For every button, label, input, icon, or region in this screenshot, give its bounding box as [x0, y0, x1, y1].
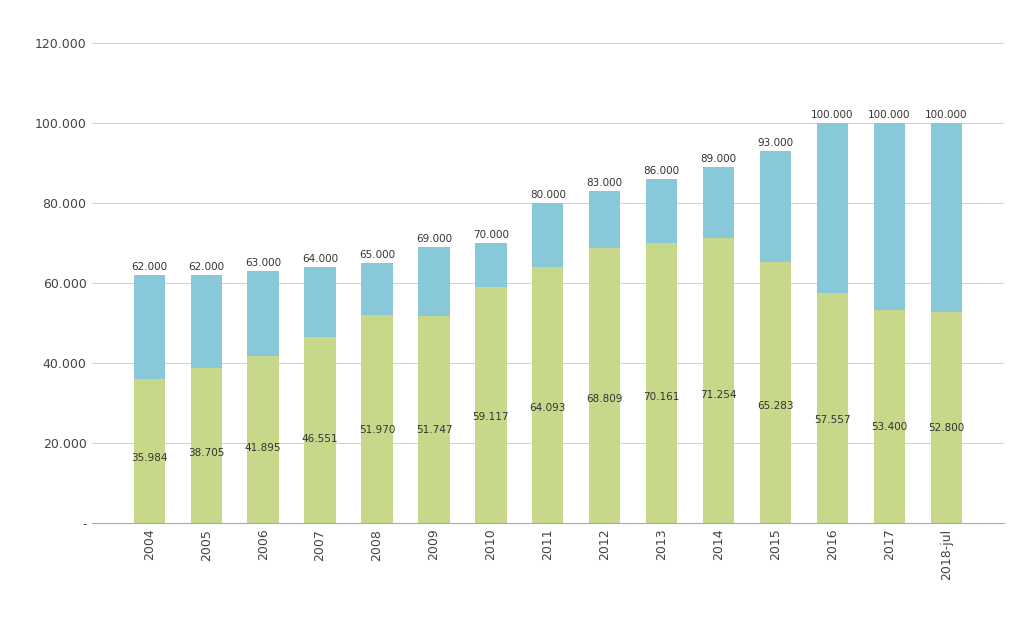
Text: 83.000: 83.000 [587, 178, 623, 188]
Bar [646, 242, 678, 523]
Text: 71.254: 71.254 [700, 390, 737, 400]
Bar [760, 151, 792, 262]
Text: 63.000: 63.000 [245, 258, 282, 268]
Bar [589, 191, 621, 248]
Text: 100.000: 100.000 [868, 110, 910, 120]
Text: 65.000: 65.000 [359, 250, 395, 260]
Bar [532, 267, 563, 523]
Text: 89.000: 89.000 [700, 154, 736, 164]
Text: 93.000: 93.000 [758, 138, 794, 148]
Bar [931, 312, 963, 523]
Bar [817, 293, 848, 523]
Text: 51.747: 51.747 [416, 425, 453, 435]
Bar [760, 262, 792, 523]
Text: 100.000: 100.000 [926, 110, 968, 120]
Bar [589, 248, 621, 523]
Text: 46.551: 46.551 [302, 434, 338, 444]
Text: 68.809: 68.809 [587, 394, 623, 404]
Bar [817, 123, 848, 293]
Text: 57.557: 57.557 [814, 415, 851, 424]
Text: 35.984: 35.984 [131, 454, 168, 463]
Text: 59.117: 59.117 [473, 412, 509, 422]
Bar [475, 243, 507, 286]
Bar [873, 309, 905, 523]
Text: 41.895: 41.895 [245, 443, 282, 453]
Bar [646, 179, 678, 242]
Bar [361, 263, 392, 315]
Text: 70.161: 70.161 [643, 392, 680, 402]
Text: 86.000: 86.000 [644, 166, 680, 176]
Text: 38.705: 38.705 [188, 449, 224, 459]
Bar [931, 123, 963, 312]
Bar [703, 238, 734, 523]
Bar [475, 286, 507, 523]
Bar [703, 167, 734, 238]
Text: 64.000: 64.000 [302, 254, 338, 264]
Bar [418, 316, 450, 523]
Text: 52.800: 52.800 [929, 423, 965, 433]
Text: 80.000: 80.000 [529, 190, 566, 200]
Bar [361, 315, 392, 523]
Text: 70.000: 70.000 [473, 230, 509, 240]
Text: 53.400: 53.400 [871, 422, 907, 432]
Text: 62.000: 62.000 [131, 262, 167, 272]
Bar [418, 247, 450, 316]
Text: 100.000: 100.000 [811, 110, 854, 120]
Bar [304, 337, 336, 523]
Bar [190, 368, 222, 523]
Text: 65.283: 65.283 [758, 401, 794, 411]
Bar [248, 355, 279, 523]
Bar [532, 203, 563, 267]
Bar [248, 271, 279, 355]
Bar [133, 379, 165, 523]
Bar [133, 275, 165, 379]
Text: 62.000: 62.000 [188, 262, 224, 272]
Bar [304, 267, 336, 337]
Bar [190, 275, 222, 368]
Bar [873, 123, 905, 309]
Text: 69.000: 69.000 [416, 234, 452, 244]
Text: 51.970: 51.970 [358, 425, 395, 434]
Text: 64.093: 64.093 [529, 403, 566, 413]
